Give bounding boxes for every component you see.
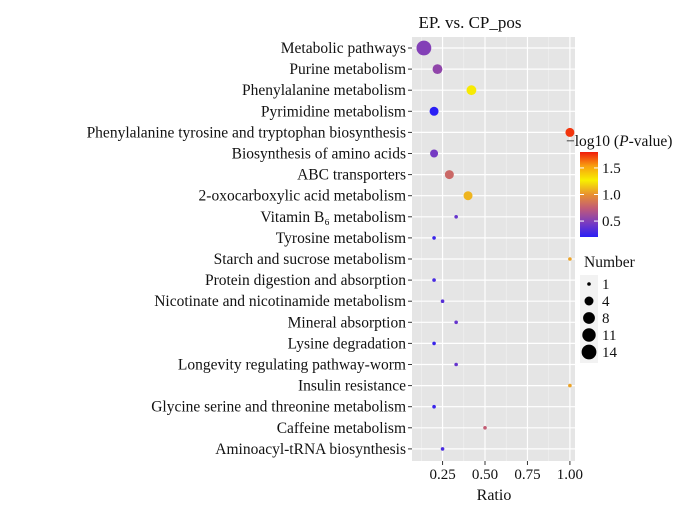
size-legend-key bbox=[587, 282, 591, 286]
category-label: Insulin resistance bbox=[298, 378, 406, 395]
data-point bbox=[463, 191, 473, 201]
x-tick-label: 1.00 bbox=[557, 467, 583, 483]
data-point bbox=[430, 149, 439, 158]
category-label: Aminoacyl-tRNA biosynthesis bbox=[215, 441, 406, 458]
grid-lines bbox=[412, 37, 575, 461]
color-legend-title-suffix: -value) bbox=[629, 133, 673, 150]
data-point bbox=[444, 170, 454, 180]
color-bar-tick-label: 1.0 bbox=[602, 188, 621, 204]
category-label: Phenylalanine metabolism bbox=[242, 82, 406, 99]
category-label: Tyrosine metabolism bbox=[276, 230, 406, 247]
size-legend-label: 1 bbox=[602, 277, 610, 293]
size-legend-title: Number bbox=[584, 254, 636, 271]
x-tick-label: 0.50 bbox=[472, 467, 498, 483]
category-label: Nicotinate and nicotinamide metabolism bbox=[154, 293, 406, 310]
category-label: Starch and sucrose metabolism bbox=[214, 251, 406, 268]
data-point bbox=[432, 236, 436, 240]
category-label: Vitamin B₆ metabolism bbox=[260, 209, 406, 226]
x-tick-label: 0.25 bbox=[429, 467, 455, 483]
size-legend-label: 14 bbox=[602, 345, 618, 361]
data-point bbox=[432, 404, 436, 409]
color-legend: −log10 (P-value) 1.5 1.0 0.5 bbox=[566, 133, 672, 237]
data-point bbox=[416, 40, 432, 56]
size-legend-label: 8 bbox=[602, 311, 610, 327]
data-point bbox=[483, 426, 487, 430]
data-point bbox=[432, 64, 443, 75]
category-label: Caffeine metabolism bbox=[277, 420, 406, 437]
data-points bbox=[416, 40, 575, 451]
data-point bbox=[454, 362, 458, 367]
category-label: Biosynthesis of amino acids bbox=[232, 146, 406, 163]
color-bar bbox=[580, 152, 598, 237]
data-point bbox=[432, 278, 436, 282]
color-legend-title-italic: P bbox=[618, 133, 629, 150]
category-label: Protein digestion and absorption bbox=[205, 272, 406, 289]
category-label: Pyrimidine metabolism bbox=[261, 103, 406, 120]
data-point bbox=[568, 383, 572, 388]
chart-title: EP. vs. CP_pos bbox=[419, 13, 522, 32]
color-bar-ticks: 1.5 1.0 0.5 bbox=[580, 161, 621, 230]
data-point bbox=[440, 299, 445, 304]
category-label: 2-oxocarboxylic acid metabolism bbox=[199, 188, 406, 205]
size-legend-label: 4 bbox=[602, 294, 610, 310]
category-label: Lysine degradation bbox=[288, 335, 407, 352]
color-legend-title-prefix: −log10 ( bbox=[566, 133, 619, 150]
color-bar-tick-label: 0.5 bbox=[602, 214, 621, 230]
data-point bbox=[466, 85, 477, 96]
category-label: Mineral absorption bbox=[288, 314, 407, 331]
data-point bbox=[568, 257, 572, 261]
size-legend-key bbox=[583, 312, 595, 324]
category-label: ABC transporters bbox=[297, 167, 406, 184]
plot-background bbox=[412, 37, 575, 461]
color-bar-tick-label: 1.5 bbox=[602, 161, 621, 177]
x-axis-title: Ratio bbox=[477, 487, 512, 504]
x-tick-label: 0.75 bbox=[514, 467, 540, 483]
data-point bbox=[440, 447, 445, 451]
data-point bbox=[429, 106, 439, 116]
category-label: Glycine serine and threonine metabolism bbox=[151, 399, 406, 416]
data-point bbox=[565, 127, 575, 137]
size-legend-label: 11 bbox=[602, 328, 616, 344]
data-point bbox=[432, 341, 436, 346]
category-label: Purine metabolism bbox=[289, 61, 406, 78]
category-label: Phenylalanine tyrosine and tryptophan bi… bbox=[87, 124, 406, 141]
color-legend-title: −log10 (P-value) bbox=[566, 133, 672, 150]
category-label: Metabolic pathways bbox=[281, 40, 406, 57]
size-legend-key bbox=[582, 328, 596, 342]
data-point bbox=[454, 320, 458, 325]
data-point bbox=[454, 215, 458, 219]
category-labels: Metabolic pathways Purine metabolism Pheny… bbox=[87, 40, 412, 458]
size-legend-key bbox=[584, 296, 594, 306]
size-legend-key bbox=[581, 344, 597, 360]
category-label: Longevity regulating pathway-worm bbox=[178, 357, 406, 374]
x-axis: 0.25 0.50 0.75 1.00 bbox=[429, 461, 583, 483]
